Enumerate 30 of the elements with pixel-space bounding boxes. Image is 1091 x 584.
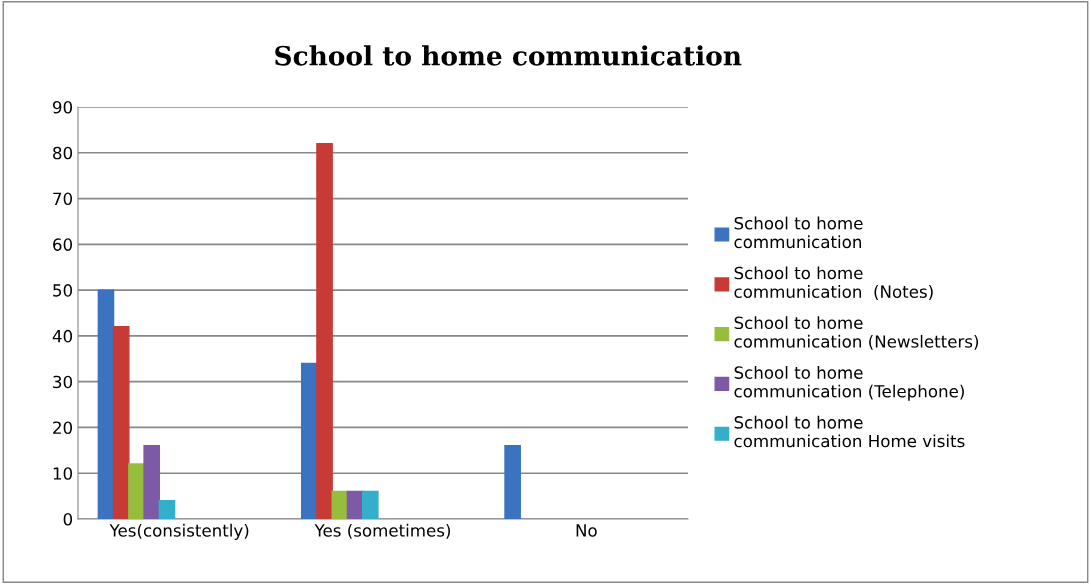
legend-label: School to home communication (Notes) — [734, 266, 933, 300]
y-tick-label: 60 — [53, 238, 73, 251]
bar — [300, 362, 318, 519]
x-tick-label: Yes(consistently) — [109, 523, 249, 540]
y-tick-label: 20 — [53, 421, 73, 435]
legend-label: School to home communication (Newsletters) — [734, 316, 979, 350]
y-tick-label: 40 — [52, 329, 73, 343]
bar — [361, 490, 379, 519]
y-tick-label: 50 — [53, 284, 73, 297]
bar — [331, 490, 349, 519]
legend-label: School to home communication — [734, 216, 863, 249]
legend-label: School to home communication (Telephone) — [734, 366, 964, 401]
bar — [97, 289, 115, 519]
chart-title: School to home communication — [275, 45, 742, 66]
bar — [346, 490, 364, 519]
bar — [316, 142, 333, 519]
y-tick-label: 0 — [63, 512, 73, 526]
y-tick-label: 90 — [52, 100, 73, 114]
y-tick-label: 80 — [53, 146, 73, 160]
bar — [504, 445, 521, 519]
bar — [112, 326, 130, 519]
y-tick-label: 30 — [53, 375, 73, 389]
bar — [158, 499, 176, 519]
bar — [143, 445, 161, 519]
x-tick-label: No — [576, 524, 597, 537]
bar — [128, 463, 145, 519]
y-tick-label: 10 — [53, 467, 73, 480]
x-tick-label: Yes (sometimes) — [314, 523, 451, 539]
legend-label: School to home communication Home visits — [734, 415, 965, 448]
y-tick-label: 70 — [53, 192, 73, 206]
